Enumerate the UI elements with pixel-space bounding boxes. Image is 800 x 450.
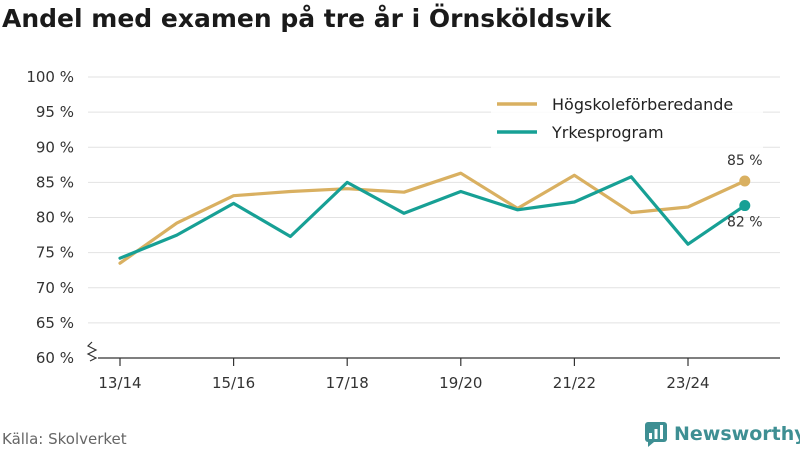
chart-title: Andel med examen på tre år i Örnsköldsvi… [2,4,612,33]
x-tick-label: 15/16 [212,374,255,392]
end-value-label: 85 % [727,153,763,169]
y-tick-label: 75 % [36,244,74,262]
y-tick-label: 70 % [36,279,74,297]
series-layer: 85 % 82 % [118,153,763,265]
end-point-marker [739,175,751,187]
end-point-marker [739,200,751,212]
legend-label: Högskoleförberedande [552,95,733,114]
end-value-label: 82 % [727,215,763,231]
brand-name: Newsworthy [674,423,800,445]
x-tick-label: 21/22 [553,374,596,392]
y-tick-label: 95 % [36,103,74,121]
legend: Högskoleförberedande Yrkesprogram [491,87,763,151]
y-tick-label: 80 % [36,209,74,227]
x-tick-label: 17/18 [326,374,369,392]
y-tick-label: 85 % [36,173,74,191]
series-line-yrkesprogram [118,175,747,260]
y-tick-label: 100 % [26,68,74,86]
series-line-hogskoleforberedande [118,171,747,265]
axis-break-icon [86,341,98,362]
x-tick-label: 23/24 [666,374,709,392]
y-tick-label: 90 % [36,138,74,156]
source-note: Källa: Skolverket [2,430,127,448]
y-tick-label: 65 % [36,314,74,332]
y-axis: 60 % 65 % 70 % 75 % 80 % 85 % 90 % 95 % 100 % [26,68,74,367]
x-axis: 13/14 15/16 17/18 19/20 21/22 23/24 [86,341,780,392]
newsworthy-icon [645,422,667,447]
newsworthy-logo[interactable]: Newsworthy [644,421,800,447]
legend-background [491,87,763,151]
x-tick-label: 19/20 [439,374,482,392]
y-tick-label: 60 % [36,349,74,367]
legend-label: Yrkesprogram [551,123,664,142]
x-tick-label: 13/14 [98,374,141,392]
